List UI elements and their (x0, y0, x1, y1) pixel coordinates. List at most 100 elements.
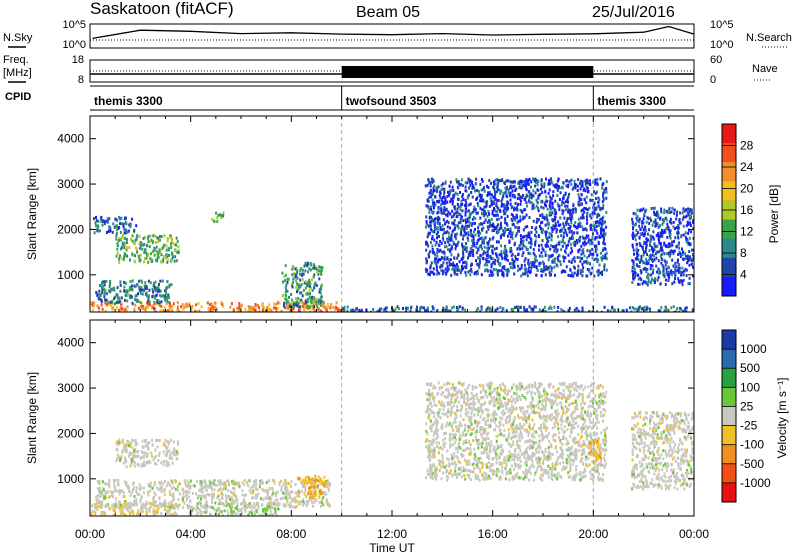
data-cell (490, 244, 492, 248)
data-cell (253, 480, 256, 484)
data-cell (140, 285, 143, 289)
data-cell (306, 298, 309, 302)
data-cell (402, 307, 404, 310)
data-cell (570, 218, 572, 222)
data-cell (501, 257, 504, 261)
data-cell (683, 252, 686, 256)
data-cell (684, 267, 687, 271)
data-cell (502, 272, 505, 276)
data-cell (534, 177, 537, 181)
data-cell (156, 504, 159, 508)
data-cell (565, 244, 568, 248)
data-cell (238, 484, 241, 488)
data-cell (586, 181, 589, 185)
data-cell (643, 280, 646, 284)
data-cell (519, 208, 522, 212)
data-cell (457, 265, 460, 269)
data-cell (111, 493, 114, 497)
data-cell (139, 259, 141, 263)
data-cell (162, 443, 165, 447)
data-cell (308, 267, 311, 271)
data-cell (171, 486, 174, 490)
data-cell (118, 226, 121, 229)
data-cell (580, 252, 583, 256)
data-cell (424, 184, 427, 188)
data-cell (115, 504, 118, 508)
data-cell (602, 221, 605, 225)
data-cell (507, 188, 510, 192)
data-cell (622, 309, 625, 312)
data-cell (547, 258, 550, 262)
data-cell (687, 259, 689, 263)
data-cell (104, 301, 107, 305)
data-cell (568, 216, 571, 220)
data-cell (251, 504, 254, 508)
data-cell (98, 289, 101, 293)
data-cell (430, 216, 433, 219)
data-cell (557, 220, 560, 224)
data-cell (135, 489, 138, 493)
data-cell (359, 310, 362, 312)
data-cell (529, 270, 532, 273)
data-cell (543, 185, 546, 189)
data-cell (511, 231, 514, 235)
data-cell (660, 306, 663, 309)
data-cell (251, 508, 254, 512)
data-cell (131, 438, 133, 442)
data-cell (451, 306, 454, 310)
data-cell (114, 489, 117, 493)
data-cell (653, 248, 656, 252)
data-cell (601, 200, 604, 204)
data-cell (406, 307, 409, 311)
data-cell (560, 270, 563, 274)
data-cell (118, 300, 121, 304)
data-cell (438, 199, 441, 203)
data-cell (671, 282, 674, 286)
data-cell (668, 266, 670, 270)
data-cell (153, 282, 155, 286)
data-cell (456, 256, 459, 260)
data-cell (113, 286, 116, 290)
data-cell (316, 270, 319, 274)
data-cell (461, 307, 464, 311)
data-cell (169, 236, 172, 240)
data-cell (461, 184, 464, 187)
data-cell (534, 260, 537, 264)
data-cell (196, 506, 199, 510)
data-cell (530, 180, 533, 184)
data-cell (108, 495, 110, 499)
data-cell (255, 496, 258, 500)
data-cell (220, 501, 223, 505)
data-cell (306, 499, 308, 503)
data-cell (147, 253, 150, 257)
data-cell (534, 243, 537, 247)
data-cell (235, 496, 238, 500)
data-cell (598, 198, 601, 202)
data-cell (558, 223, 560, 227)
data-cell (603, 265, 606, 268)
data-cell (504, 186, 507, 190)
data-cell (219, 487, 222, 490)
data-cell (500, 244, 503, 248)
data-cell (125, 294, 128, 297)
data-cell (200, 489, 203, 493)
data-cell (238, 302, 241, 305)
data-cell (497, 199, 500, 202)
data-cell (125, 446, 128, 450)
data-cell (303, 501, 306, 505)
data-cell (677, 224, 680, 228)
data-cell (128, 511, 131, 514)
colorbar-tick-label: 12 (740, 225, 754, 239)
data-cell (573, 265, 575, 269)
data-cell (139, 241, 142, 244)
data-cell (162, 258, 165, 262)
data-cell (540, 200, 543, 204)
data-cell (661, 264, 664, 268)
data-cell (97, 494, 100, 497)
data-cell (255, 503, 258, 507)
data-cell (633, 267, 636, 271)
data-cell (154, 288, 157, 292)
data-cell (552, 190, 555, 194)
data-cell (457, 180, 460, 183)
data-cell (551, 228, 554, 231)
